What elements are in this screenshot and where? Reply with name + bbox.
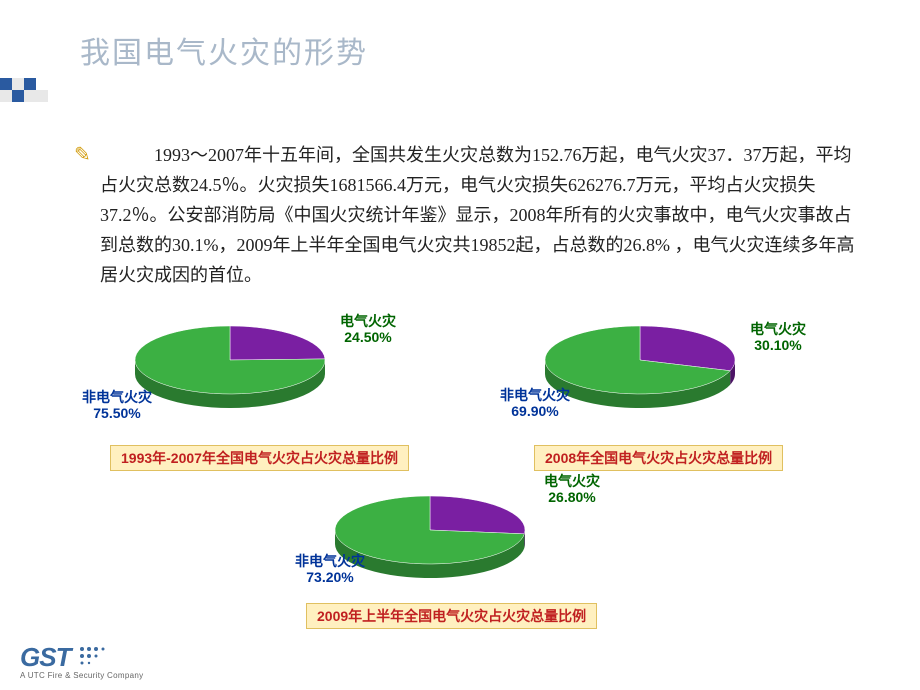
pie3-caption: 2009年上半年全国电气火灾占火灾总量比例 (306, 603, 597, 629)
logo-subtitle: A UTC Fire & Security Company (20, 671, 143, 680)
pie2-caption: 2008年全国电气火灾占火灾总量比例 (534, 445, 783, 471)
pie3-label-electrical: 电气火灾26.80% (544, 473, 600, 505)
pie1-label-electrical: 电气火灾24.50% (340, 313, 396, 345)
charts-area: 电气火灾24.50% 非电气火灾75.50% 1993年-2007年全国电气火灾… (0, 305, 920, 635)
slide-header: 我国电气火灾的形势 (0, 0, 920, 100)
pie2-label-electrical: 电气火灾30.10% (750, 321, 806, 353)
header-deco-grid (0, 78, 60, 114)
pie3-label-nonelectrical: 非电气火灾73.20% (295, 553, 365, 585)
body-paragraph: 1993～2007年十五年间，全国共发生火灾总数为152.76万起，电气火灾37… (100, 140, 860, 290)
footer-logo: GST A UTC Fire & Security Company (20, 642, 143, 680)
slide-title: 我国电气火灾的形势 (80, 28, 368, 72)
pie2-label-nonelectrical: 非电气火灾69.90% (500, 387, 570, 419)
pie1-label-nonelectrical: 非电气火灾75.50% (82, 389, 152, 421)
logo-text: GST (20, 642, 70, 672)
bullet-icon: ✎ (74, 142, 91, 167)
pie1-caption: 1993年-2007年全国电气火灾占火灾总量比例 (110, 445, 409, 471)
logo-dots-icon (79, 646, 115, 671)
